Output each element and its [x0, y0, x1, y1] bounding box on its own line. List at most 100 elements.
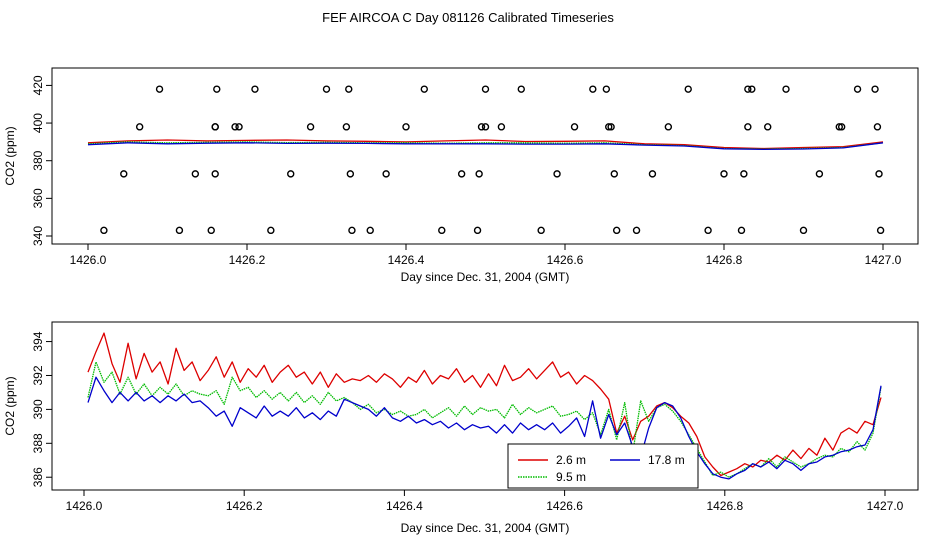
- y-tick-label: 340: [31, 226, 45, 246]
- calibration-point: [648, 170, 657, 178]
- calibration-point: [402, 123, 410, 131]
- calibration-point: [251, 85, 259, 93]
- calibration-point: [853, 85, 862, 93]
- x-tick-label: 1426.4: [388, 253, 425, 267]
- calibration-point: [607, 123, 615, 131]
- series-line-9-5-m: [87, 361, 882, 478]
- top-x-ticks: 1426.0 1426.2 1426.4 1426.6 1426.8 1427.0: [70, 244, 902, 267]
- calibration-point: [570, 123, 579, 131]
- calibration-point: [517, 85, 525, 93]
- calibration-point: [612, 226, 621, 235]
- y-tick-label: 390: [31, 399, 45, 419]
- y-tick-label: 400: [31, 113, 45, 133]
- bottom-x-axis-label: Day since Dec. 31, 2004 (GMT): [401, 521, 570, 535]
- bottom-panel: 1426.0 1426.2 1426.4 1426.6 1426.8 1427.0 386…: [3, 321, 919, 535]
- calibration-point: [175, 226, 184, 235]
- x-tick-label: 1426.8: [706, 499, 743, 513]
- top-plot-frame: [51, 67, 919, 245]
- y-tick-label: 360: [31, 188, 45, 208]
- x-tick-label: 1426.6: [547, 253, 584, 267]
- calibration-point: [322, 85, 331, 93]
- calibration-point: [348, 226, 356, 235]
- y-tick-label: 386: [31, 467, 45, 487]
- calibration-point: [748, 85, 756, 93]
- calibration-point: [815, 170, 824, 178]
- legend-label-17-8m: 17.8 m: [648, 453, 685, 467]
- calibration-point: [737, 226, 746, 235]
- calibration-point: [876, 226, 885, 235]
- calibration-point: [473, 226, 482, 235]
- legend-box: [507, 443, 699, 489]
- x-tick-label: 1426.2: [229, 253, 266, 267]
- calibration-point: [477, 123, 486, 131]
- series-line-17-8-m: [87, 376, 882, 480]
- calibration-point: [537, 226, 545, 235]
- calibration-point: [605, 123, 613, 131]
- calibration-point: [120, 170, 128, 178]
- calibration-point: [267, 226, 275, 235]
- calibration-point: [835, 123, 843, 131]
- top-y-ticks: 340 360 380 400 420: [31, 75, 52, 246]
- calibration-point: [306, 123, 315, 131]
- calibration-point: [366, 226, 374, 235]
- top-y-axis-label: CO2 (ppm): [3, 126, 17, 185]
- calibration-point: [553, 170, 561, 178]
- calibration-point: [764, 123, 772, 131]
- bottom-series-lines: [87, 332, 882, 480]
- calibration-point: [382, 170, 390, 178]
- calibration-point: [744, 85, 752, 93]
- x-tick-label: 1426.0: [70, 253, 107, 267]
- calibration-point: [207, 226, 215, 235]
- series-line-2-6-m: [87, 139, 884, 150]
- calibration-point: [457, 170, 466, 178]
- calibration-point: [837, 123, 846, 131]
- y-tick-label: 392: [31, 365, 45, 385]
- bottom-y-axis-label: CO2 (ppm): [3, 376, 17, 435]
- calibration-point: [342, 123, 351, 131]
- calibration-point: [420, 85, 428, 93]
- calibration-point: [873, 123, 882, 131]
- calibration-point: [235, 123, 243, 131]
- calibration-point: [704, 226, 712, 235]
- x-tick-label: 1426.4: [386, 499, 423, 513]
- x-tick-label: 1426.6: [546, 499, 583, 513]
- calibration-point: [871, 85, 879, 93]
- calibration-point: [744, 123, 752, 131]
- calibration-point: [438, 226, 446, 235]
- legend-label-9-5m: 9.5 m: [556, 470, 586, 484]
- calibration-point: [740, 170, 748, 178]
- calibration-point: [632, 226, 641, 235]
- y-tick-label: 380: [31, 150, 45, 170]
- calibration-point: [610, 170, 618, 178]
- y-tick-label: 420: [31, 75, 45, 95]
- calibration-point: [481, 123, 490, 131]
- series-line-17-8-m: [87, 142, 884, 151]
- calibration-point: [135, 123, 144, 131]
- calibration-point: [799, 226, 808, 235]
- legend: 2.6 m 9.5 m 17.8 m: [507, 443, 699, 489]
- x-tick-label: 1426.2: [226, 499, 263, 513]
- calibration-point: [211, 170, 219, 178]
- bottom-y-ticks: 386 388 390 392 394: [31, 331, 52, 487]
- calibration-point: [346, 170, 355, 178]
- y-tick-label: 388: [31, 433, 45, 453]
- series-line-2-6-m: [87, 332, 882, 477]
- x-tick-label: 1427.0: [867, 499, 904, 513]
- top-series-lines: [87, 139, 884, 151]
- y-tick-label: 394: [31, 331, 45, 351]
- x-tick-label: 1427.0: [865, 253, 902, 267]
- calibration-point: [875, 170, 883, 178]
- top-calibration-points: [100, 85, 885, 235]
- bottom-plot-frame: [51, 321, 919, 491]
- calibration-point: [589, 85, 597, 93]
- bottom-x-ticks: 1426.0 1426.2 1426.4 1426.6 1426.8 1427.0: [66, 490, 904, 513]
- calibration-point: [684, 85, 692, 93]
- calibration-point: [155, 85, 164, 93]
- x-tick-label: 1426.8: [706, 253, 743, 267]
- calibration-point: [100, 226, 108, 235]
- calibration-point: [213, 85, 221, 93]
- calibration-point: [481, 85, 490, 93]
- calibration-point: [287, 170, 295, 178]
- calibration-point: [345, 85, 353, 93]
